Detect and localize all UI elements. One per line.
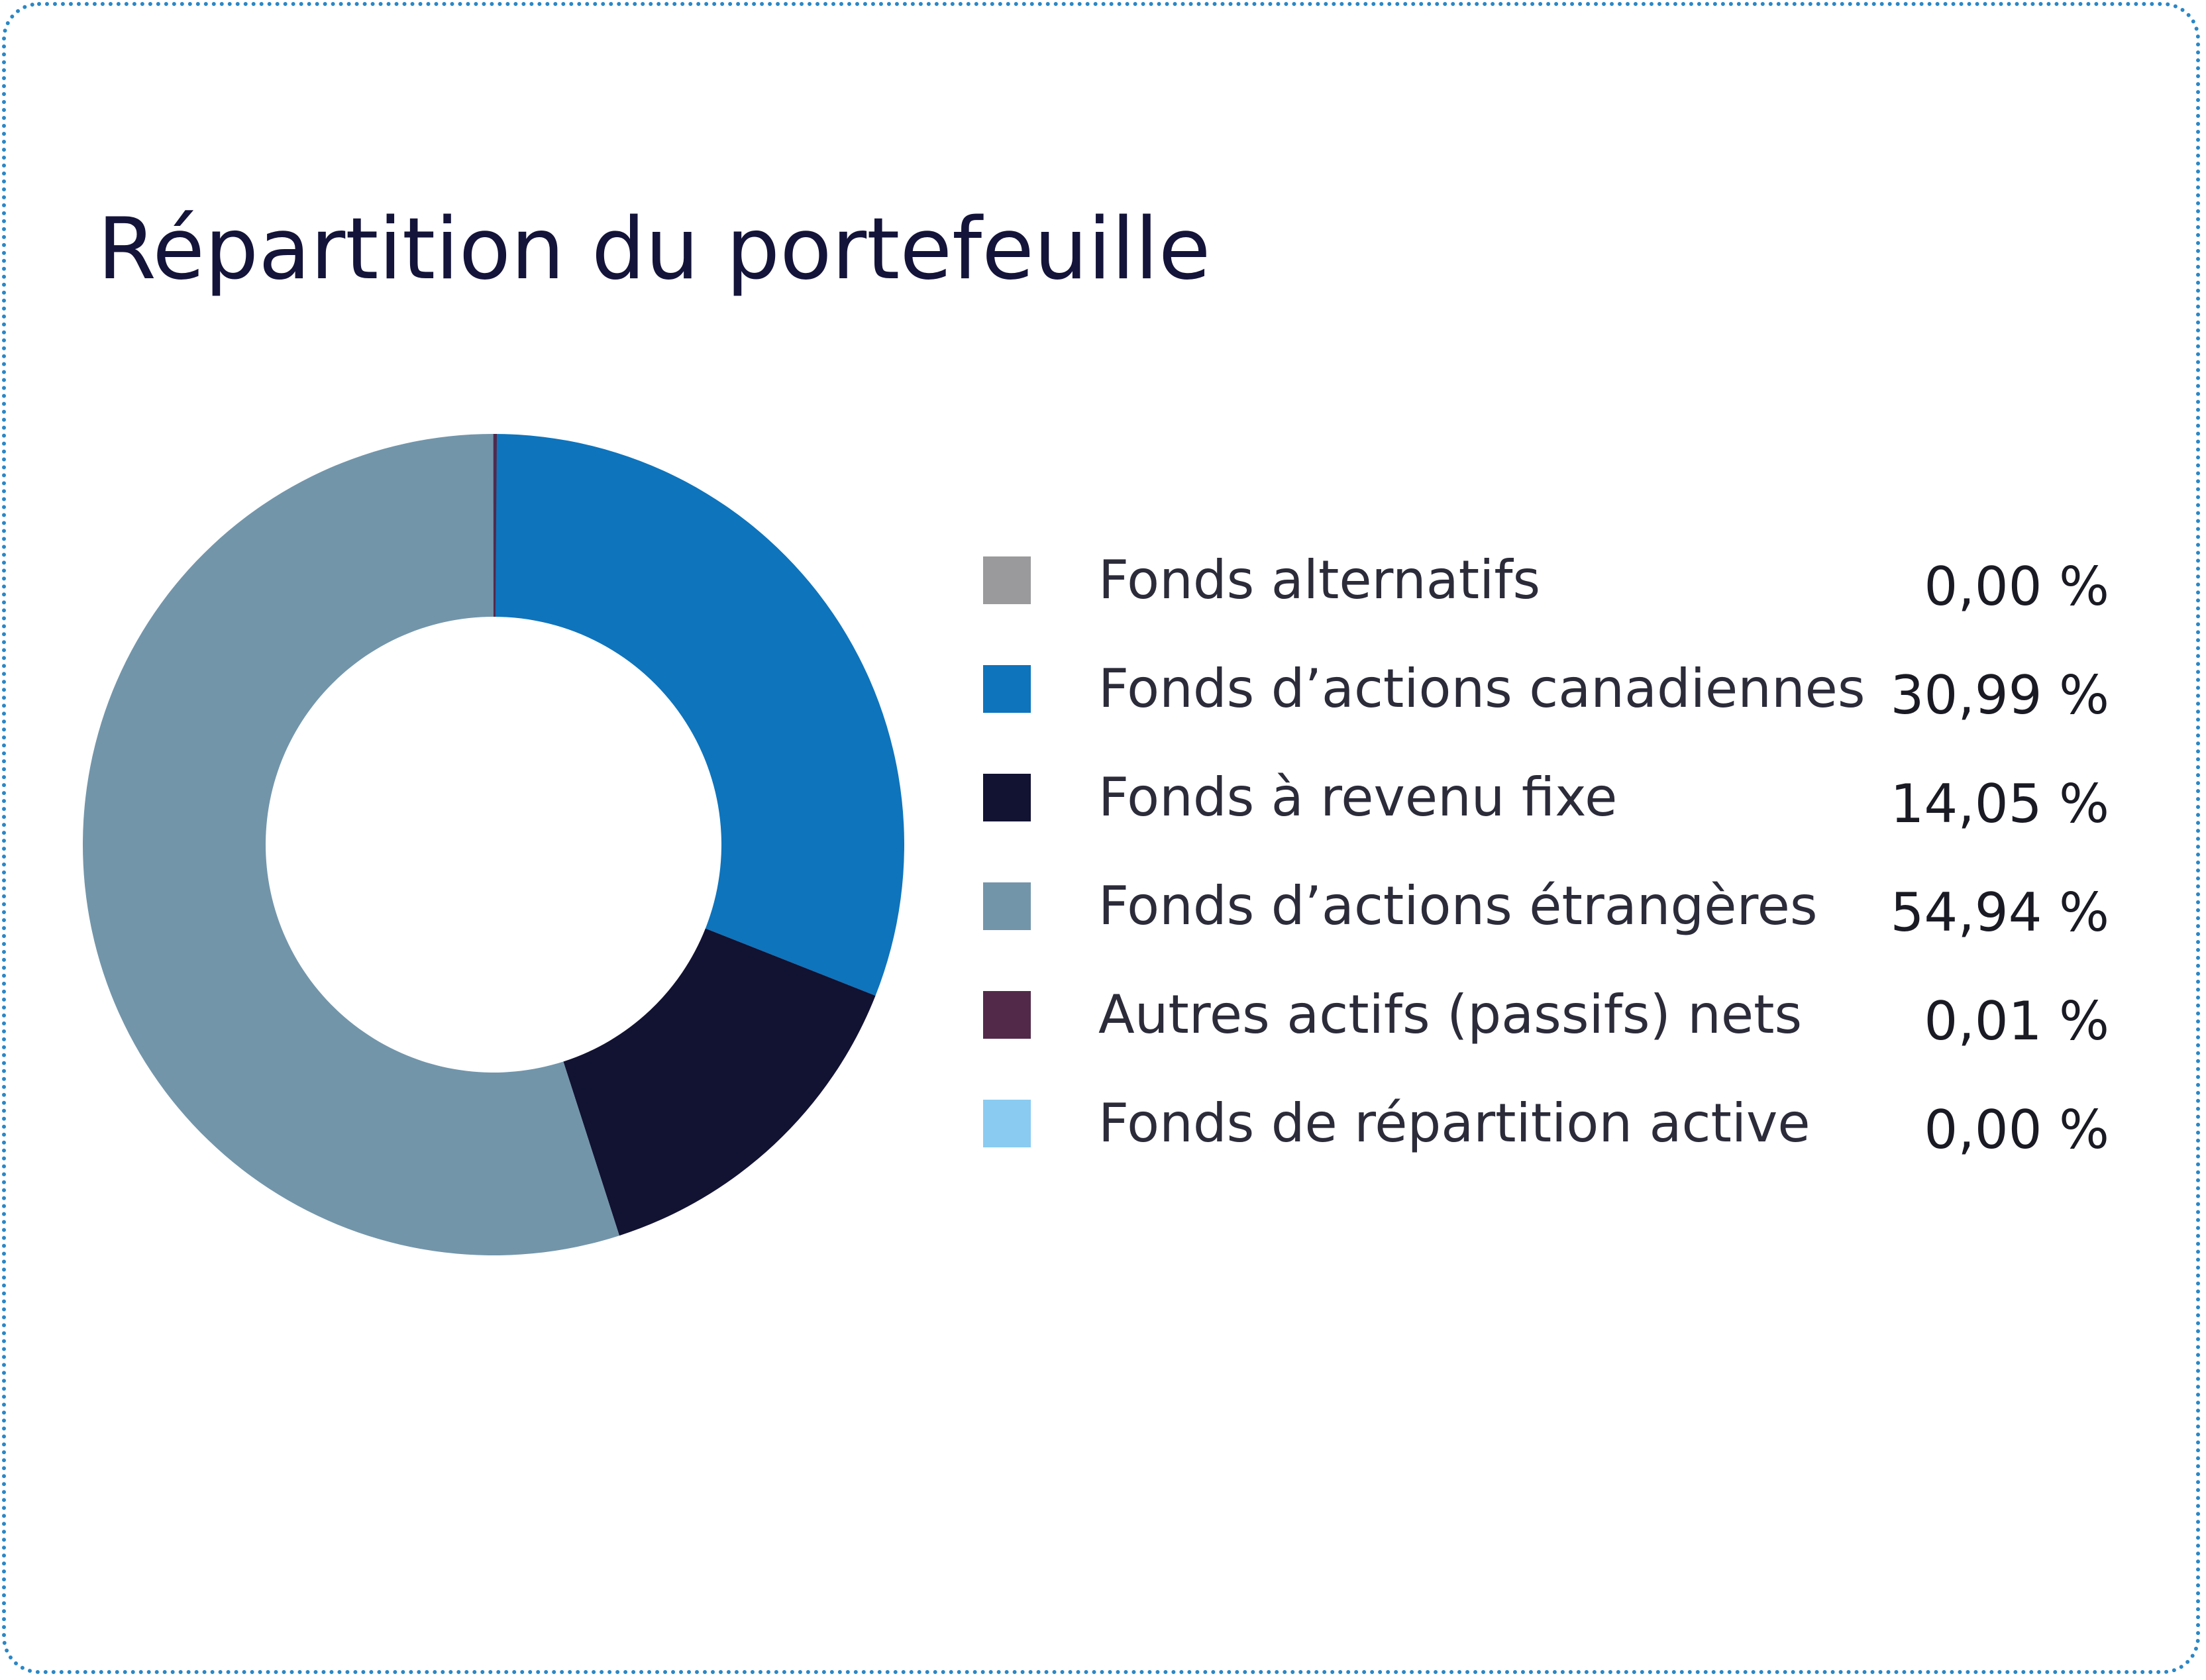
donut-slice-4	[493, 434, 498, 617]
legend-value: 0,00 %	[1924, 556, 2109, 617]
legend-label: Autres actifs (passifs) nets	[1098, 984, 1803, 1045]
donut-slice-2	[563, 928, 876, 1236]
donut-slice-1	[494, 434, 904, 996]
legend-item: Autres actifs (passifs) nets 0,01 %	[983, 978, 2109, 1086]
legend-value: 30,99 %	[1890, 664, 2109, 726]
legend-label: Fonds alternatifs	[1098, 549, 1541, 611]
legend-swatch	[983, 991, 1031, 1039]
legend-item: Fonds alternatifs 0,00 %	[983, 543, 2109, 652]
legend-swatch	[983, 665, 1031, 713]
legend-item: Fonds d’actions canadiennes 30,99 %	[983, 652, 2109, 761]
legend-value: 0,01 %	[1924, 990, 2109, 1052]
legend-item: Fonds de répartition active 0,00 %	[983, 1086, 2109, 1195]
legend-label: Fonds d’actions étrangères	[1098, 875, 1818, 937]
legend-value: 0,00 %	[1924, 1099, 2109, 1161]
legend-label: Fonds d’actions canadiennes	[1098, 658, 1865, 719]
legend-swatch	[983, 882, 1031, 930]
donut-slice-3	[82, 434, 619, 1255]
legend-value: 14,05 %	[1890, 773, 2109, 835]
legend-swatch	[983, 1100, 1031, 1147]
chart-title: Répartition du portefeuille	[97, 200, 1211, 299]
legend-label: Fonds de répartition active	[1098, 1092, 1811, 1154]
legend-label: Fonds à revenu fixe	[1098, 766, 1618, 828]
legend-value: 54,94 %	[1890, 882, 2109, 943]
chart-legend: Fonds alternatifs 0,00 % Fonds d’actions c…	[983, 543, 2109, 1195]
legend-swatch	[983, 556, 1031, 604]
legend-swatch	[983, 774, 1031, 821]
legend-item: Fonds à revenu fixe 14,05 %	[983, 761, 2109, 869]
legend-item: Fonds d’actions étrangères 54,94 %	[983, 869, 2109, 978]
